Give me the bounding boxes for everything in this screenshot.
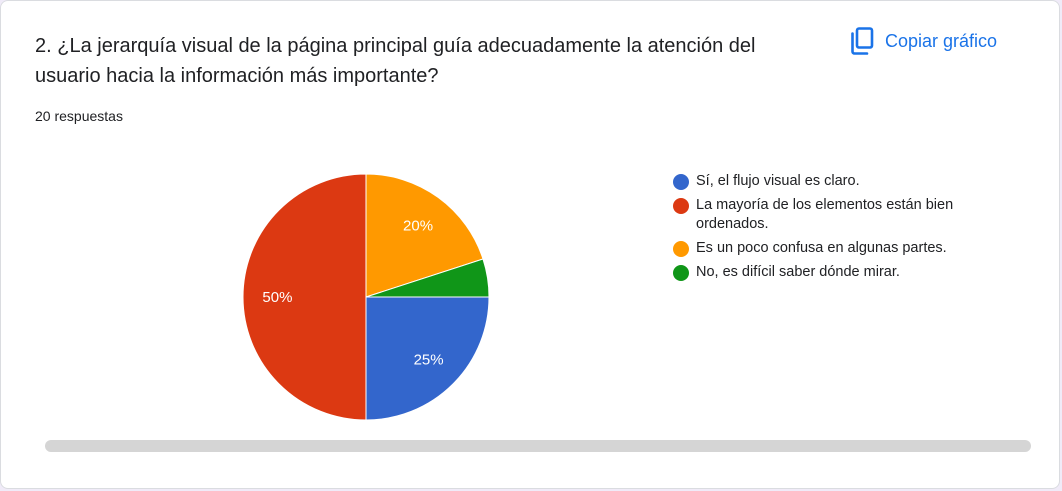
pie-slice[interactable] xyxy=(242,173,367,421)
legend-label: No, es difícil saber dónde mirar. xyxy=(696,264,900,280)
horizontal-scrollbar[interactable] xyxy=(45,439,1031,453)
slice-percent-label: 50% xyxy=(262,289,292,306)
slice-percent-label: 25% xyxy=(414,352,444,369)
legend-item[interactable]: Es un poco confusa en algunas partes. xyxy=(673,239,1013,258)
legend-label: La mayoría de los elementos están bien o… xyxy=(696,197,954,232)
chart-legend: Sí, el flujo visual es claro. La mayoría … xyxy=(673,172,1013,287)
response-count: 20 respuestas xyxy=(35,108,123,124)
scrollbar-thumb[interactable] xyxy=(45,440,1031,452)
legend-color-dot xyxy=(673,174,689,190)
pie-chart: 20% 25% 50% xyxy=(242,173,490,421)
pie-slice[interactable] xyxy=(365,296,490,421)
legend-item[interactable]: La mayoría de los elementos están bien o… xyxy=(673,196,1013,234)
pie-slice[interactable] xyxy=(365,173,484,298)
copy-icon xyxy=(851,27,874,55)
copy-chart-button[interactable]: Copiar gráfico xyxy=(841,23,1005,59)
legend-label: Es un poco confusa en algunas partes. xyxy=(696,240,947,256)
legend-color-dot xyxy=(673,265,689,281)
legend-item[interactable]: Sí, el flujo visual es claro. xyxy=(673,172,1013,191)
legend-color-dot xyxy=(673,241,689,257)
legend-item[interactable]: No, es difícil saber dónde mirar. xyxy=(673,263,1013,282)
slice-percent-label: 20% xyxy=(403,217,433,234)
legend-color-dot xyxy=(673,198,689,214)
legend-label: Sí, el flujo visual es claro. xyxy=(696,173,860,189)
copy-chart-label: Copiar gráfico xyxy=(885,30,998,51)
question-title: 2. ¿La jerarquía visual de la página pri… xyxy=(35,35,756,87)
